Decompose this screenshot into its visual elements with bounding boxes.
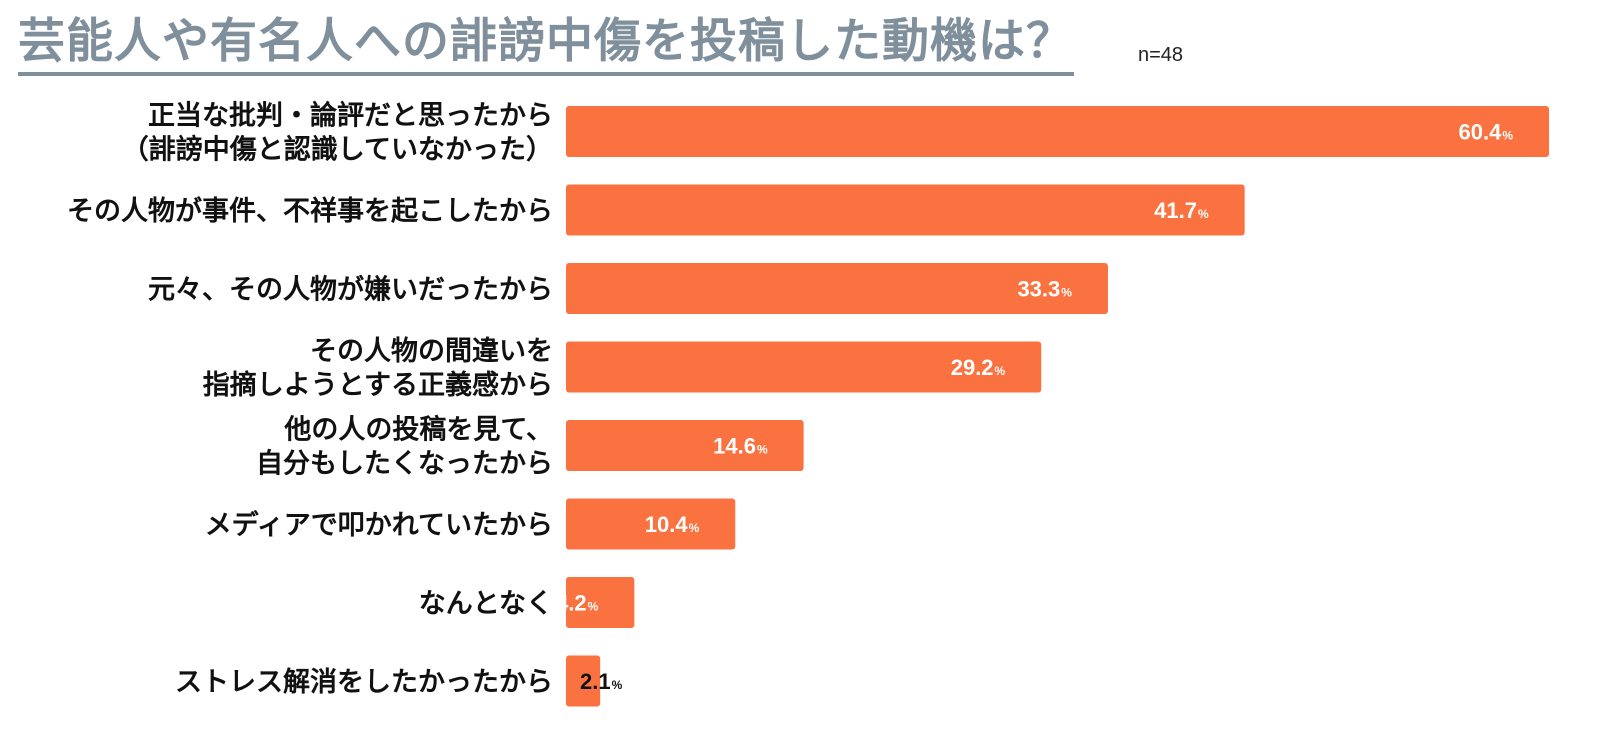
value-label-8: 2.1% xyxy=(580,669,623,694)
bar-8 xyxy=(566,655,601,707)
value-label-2: 41.7% xyxy=(1154,198,1209,223)
category-label-line: 正当な批判・論評だと思ったから xyxy=(148,100,553,132)
category-label-2: その人物が事件、不祥事を起こしたから xyxy=(67,195,553,227)
bar-5 xyxy=(566,420,804,471)
category-label-line: その人物が事件、不祥事を起こしたから xyxy=(67,195,553,227)
category-label-line: （誹謗中傷と認識していなかった） xyxy=(122,134,553,166)
value-number: 33.3 xyxy=(1017,277,1060,302)
value-label-4: 29.2% xyxy=(951,355,1006,380)
bar-2 xyxy=(566,184,1245,236)
value-number: 2.1 xyxy=(580,669,611,694)
category-label-line: ストレス解消をしたかったから xyxy=(175,667,553,698)
bar-4 xyxy=(566,341,1042,393)
sample-size: n=48 xyxy=(1138,44,1184,66)
category-label-line: その人物の間違いを xyxy=(310,336,553,367)
value-number: 14.6 xyxy=(713,434,756,459)
value-number: 4.2 xyxy=(556,591,587,616)
value-label-6: 10.4% xyxy=(645,512,700,537)
value-number: 10.4 xyxy=(645,512,689,537)
value-label-7: 4.2% xyxy=(556,591,599,616)
value-unit: % xyxy=(689,521,700,535)
bar-6 xyxy=(566,498,736,550)
value-label-5: 14.6% xyxy=(713,434,768,459)
value-number: 29.2 xyxy=(951,355,994,380)
value-unit: % xyxy=(612,678,623,692)
value-unit: % xyxy=(588,600,599,614)
category-label-5: 他の人の投稿を見て、自分もしたくなったから xyxy=(256,414,553,480)
value-unit: % xyxy=(1198,207,1209,221)
bar-3 xyxy=(566,263,1108,314)
category-label-6: メディアで叩かれていたから xyxy=(205,509,553,541)
category-label-7: なんとなく xyxy=(419,589,553,620)
bar-1 xyxy=(566,106,1549,157)
category-label-4: その人物の間違いを指摘しようとする正義感から xyxy=(203,336,553,401)
value-number: 41.7 xyxy=(1154,198,1197,223)
category-label-line: 元々、その人物が嫌いだったから xyxy=(148,274,553,306)
category-label-3: 元々、その人物が嫌いだったから xyxy=(148,274,553,306)
value-label-1: 60.4% xyxy=(1459,120,1514,145)
category-label-line: メディアで叩かれていたから xyxy=(205,509,553,541)
category-label-line: なんとなく xyxy=(419,589,553,620)
category-label-8: ストレス解消をしたかったから xyxy=(175,667,553,698)
value-unit: % xyxy=(1061,286,1072,300)
value-label-3: 33.3% xyxy=(1017,277,1072,302)
value-unit: % xyxy=(1502,129,1513,143)
category-label-line: 自分もしたくなったから xyxy=(256,448,553,480)
bar-7 xyxy=(566,577,635,628)
category-label-line: 他の人の投稿を見て、 xyxy=(283,414,553,446)
chart-title: 芸能人や有名人への誹謗中傷を投稿した動機は？ xyxy=(18,14,1074,77)
category-label-line: 指摘しようとする正義感から xyxy=(203,369,553,401)
value-number: 60.4 xyxy=(1459,120,1503,145)
category-label-1: 正当な批判・論評だと思ったから（誹謗中傷と認識していなかった） xyxy=(122,100,553,166)
value-unit: % xyxy=(995,364,1006,378)
value-unit: % xyxy=(757,443,768,457)
